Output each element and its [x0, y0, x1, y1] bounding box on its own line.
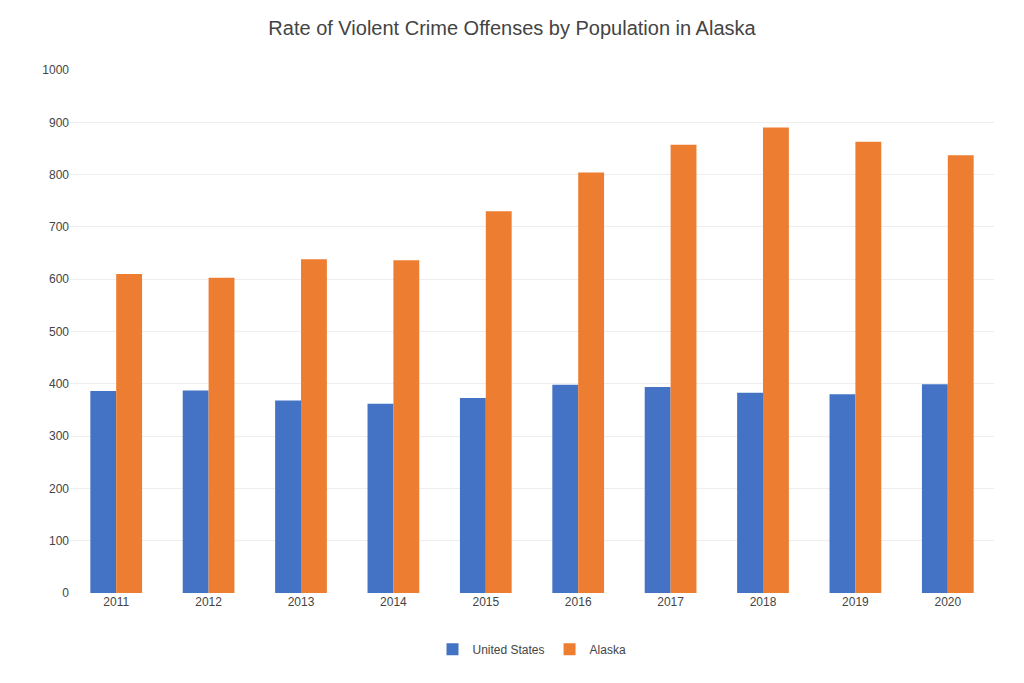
svg-text:Rate of Violent Crime Offenses: Rate of Violent Crime Offenses by Popula… — [268, 17, 756, 39]
svg-text:2016: 2016 — [565, 595, 592, 609]
svg-text:200: 200 — [49, 482, 69, 496]
svg-text:500: 500 — [49, 325, 69, 339]
svg-text:2019: 2019 — [842, 595, 869, 609]
svg-text:700: 700 — [49, 220, 69, 234]
svg-text:2011: 2011 — [103, 595, 129, 609]
svg-text:400: 400 — [49, 377, 69, 391]
svg-text:2012: 2012 — [195, 595, 222, 609]
svg-text:2013: 2013 — [288, 595, 315, 609]
svg-text:600: 600 — [49, 272, 69, 286]
svg-text:0: 0 — [62, 586, 69, 600]
svg-text:2017: 2017 — [657, 595, 684, 609]
svg-text:2015: 2015 — [472, 595, 499, 609]
svg-text:800: 800 — [49, 168, 69, 182]
svg-text:2018: 2018 — [750, 595, 777, 609]
svg-text:2014: 2014 — [380, 595, 407, 609]
svg-text:2020: 2020 — [934, 595, 961, 609]
svg-text:900: 900 — [49, 116, 69, 130]
svg-text:300: 300 — [49, 429, 69, 443]
svg-text:United States: United States — [473, 643, 545, 657]
svg-text:100: 100 — [49, 534, 69, 548]
svg-text:1000: 1000 — [42, 63, 69, 77]
svg-text:Alaska: Alaska — [590, 643, 626, 657]
